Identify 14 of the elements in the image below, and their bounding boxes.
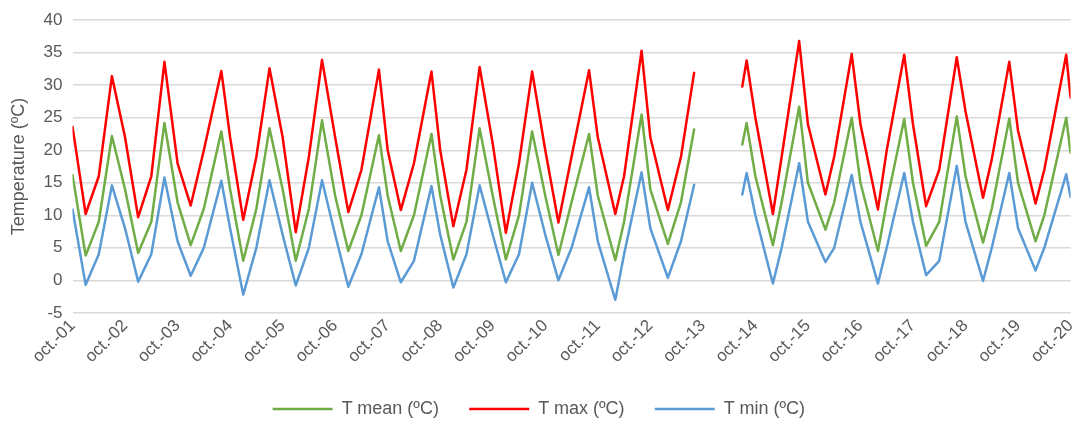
y-tick-label: 10 — [43, 204, 63, 224]
y-tick-label: 30 — [43, 74, 63, 94]
legend-label: T min (ºC) — [723, 397, 806, 418]
y-tick-label: 5 — [53, 237, 63, 257]
y-tick-label: 35 — [43, 42, 63, 62]
y-tick-label: -5 — [47, 302, 63, 322]
y-tick-label: 15 — [43, 172, 63, 192]
legend-label: T max (ºC) — [538, 397, 625, 418]
legend-label: T mean (ºC) — [341, 397, 439, 418]
y-tick-label: 20 — [43, 139, 63, 159]
y-tick-label: 25 — [43, 107, 63, 127]
y-tick-label: 0 — [53, 270, 63, 289]
y-tick-label: 40 — [43, 9, 63, 29]
y-axis-title: Temperature (ºC) — [7, 97, 28, 236]
